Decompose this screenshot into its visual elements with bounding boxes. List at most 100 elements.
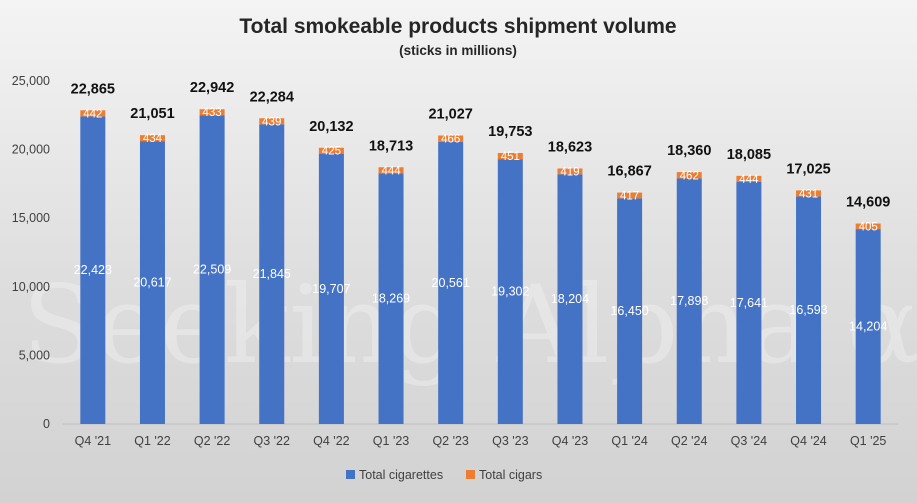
x-tick-label: Q1 '22 — [134, 434, 170, 448]
x-tick-label: Q1 '23 — [373, 434, 409, 448]
bar-cigars — [617, 192, 643, 199]
data-label-total: 21,051 — [130, 106, 174, 122]
bar-cigars — [855, 223, 881, 230]
data-label-cigarettes: 21,845 — [253, 267, 291, 281]
data-label-cigarettes: 18,269 — [372, 292, 410, 306]
data-label-cigarettes: 17,641 — [730, 296, 768, 310]
data-label-cigars: 433 — [203, 107, 222, 119]
data-label-total: 19,753 — [488, 124, 532, 140]
y-tick-label: 15,000 — [12, 211, 50, 225]
data-label-cigarettes: 20,617 — [133, 276, 171, 290]
y-tick-label: 10,000 — [12, 280, 50, 294]
data-label-cigarettes: 18,204 — [551, 292, 589, 306]
data-label-cigarettes: 19,302 — [491, 285, 529, 299]
data-label-cigarettes: 22,423 — [74, 263, 112, 277]
watermark: Seeking Alpha α — [22, 263, 917, 388]
bar-cigars — [80, 110, 106, 117]
bar-cigars — [557, 168, 583, 175]
data-label-cigarettes: 20,561 — [432, 276, 470, 290]
data-label-total: 22,865 — [71, 81, 115, 97]
x-tick-label: Q4 '23 — [552, 434, 588, 448]
bar-cigarettes — [557, 174, 583, 424]
legend-label-cigarettes: Total cigarettes — [359, 468, 443, 482]
data-label-total: 14,609 — [846, 195, 890, 211]
data-label-total: 17,025 — [786, 161, 830, 177]
bar-cigars — [259, 118, 285, 125]
legend: Total cigarettes Total cigars — [346, 468, 542, 482]
data-label-cigarettes: 19,707 — [312, 282, 350, 296]
bar-cigars — [438, 135, 464, 142]
data-label-total: 18,713 — [369, 138, 413, 154]
data-label-cigars: 462 — [680, 170, 699, 182]
data-label-cigars: 431 — [799, 188, 818, 200]
bar-cigars — [736, 175, 762, 182]
y-tick-label: 20,000 — [12, 143, 50, 157]
bar-cigarettes — [438, 141, 464, 424]
bar-cigarettes — [259, 124, 285, 425]
chart-title: Total smokeable products shipment volume — [239, 15, 676, 38]
y-tick-label: 5,000 — [19, 348, 50, 362]
data-label-cigars: 405 — [859, 221, 878, 233]
bar-cigarettes — [617, 198, 643, 424]
data-label-cigarettes: 16,593 — [789, 303, 827, 317]
data-label-cigars: 451 — [501, 151, 520, 163]
legend-swatch-cigars — [466, 470, 475, 479]
x-tick-label: Q3 '23 — [492, 434, 528, 448]
x-tick-label: Q2 '23 — [432, 434, 468, 448]
data-label-cigars: 425 — [322, 146, 341, 158]
x-tick-label: Q1 '24 — [611, 434, 647, 448]
data-label-cigars: 442 — [83, 108, 102, 120]
x-tick-label: Q2 '22 — [194, 434, 230, 448]
bar-cigarettes — [80, 116, 106, 424]
chart-subtitle: (sticks in millions) — [399, 43, 517, 58]
bar-cigarettes — [318, 153, 344, 424]
x-tick-label: Q4 '24 — [790, 434, 826, 448]
data-label-cigarettes: 16,450 — [610, 304, 648, 318]
legend-label-cigars: Total cigars — [479, 468, 542, 482]
y-tick-label: 0 — [43, 417, 50, 431]
data-label-cigarettes: 17,898 — [670, 294, 708, 308]
data-label-cigars: 466 — [441, 134, 460, 146]
x-tick-label: Q4 '21 — [75, 434, 111, 448]
data-label-total: 22,942 — [190, 80, 234, 96]
x-tick-label: Q3 '22 — [254, 434, 290, 448]
x-tick-label: Q2 '24 — [671, 434, 707, 448]
data-label-cigars: 419 — [560, 166, 579, 178]
data-label-cigars: 444 — [381, 165, 401, 177]
bar-cigarettes — [676, 178, 702, 424]
data-label-total: 16,867 — [607, 164, 651, 180]
x-axis: Q4 '21 Q1 '22 Q2 '22 Q3 '22 Q4 '22 Q1 '23 Q2 '… — [75, 434, 887, 448]
data-label-total: 20,132 — [309, 119, 353, 135]
data-label-cigarettes: 22,509 — [193, 263, 231, 277]
legend-swatch-cigarettes — [346, 470, 355, 479]
data-label-total: 22,284 — [250, 89, 294, 105]
bar-cigars — [199, 109, 225, 116]
bar-cigarettes — [497, 159, 523, 424]
bar-cigarettes — [139, 141, 165, 424]
x-tick-label: Q3 '24 — [731, 434, 767, 448]
bar-cigars — [676, 172, 702, 179]
data-label-cigarettes: 14,204 — [849, 320, 887, 334]
bar-cigars — [139, 135, 165, 142]
bar-cigarettes — [199, 115, 225, 425]
data-label-cigars: 434 — [143, 133, 163, 145]
data-label-total: 18,623 — [548, 139, 592, 155]
data-label-total: 18,085 — [727, 147, 771, 163]
y-tick-label: 25,000 — [12, 74, 50, 88]
data-label-cigars: 417 — [620, 190, 639, 202]
bar-cigars — [318, 147, 344, 154]
data-label-cigars: 444 — [739, 174, 759, 186]
bars: 22,423 442 22,865 20,617 434 21,051 22,509 433 2… — [71, 80, 890, 425]
bar-cigarettes — [796, 196, 822, 424]
data-label-cigars: 439 — [262, 116, 281, 128]
x-tick-label: Q1 '25 — [850, 434, 886, 448]
x-tick-label: Q4 '22 — [313, 434, 349, 448]
bar-cigarettes — [378, 173, 404, 424]
bar-cigars — [796, 190, 822, 197]
bar-cigarettes — [855, 229, 881, 424]
data-label-total: 21,027 — [428, 107, 472, 123]
bar-cigars — [497, 152, 523, 160]
bar-cigarettes — [736, 181, 762, 424]
data-label-total: 18,360 — [667, 143, 711, 159]
